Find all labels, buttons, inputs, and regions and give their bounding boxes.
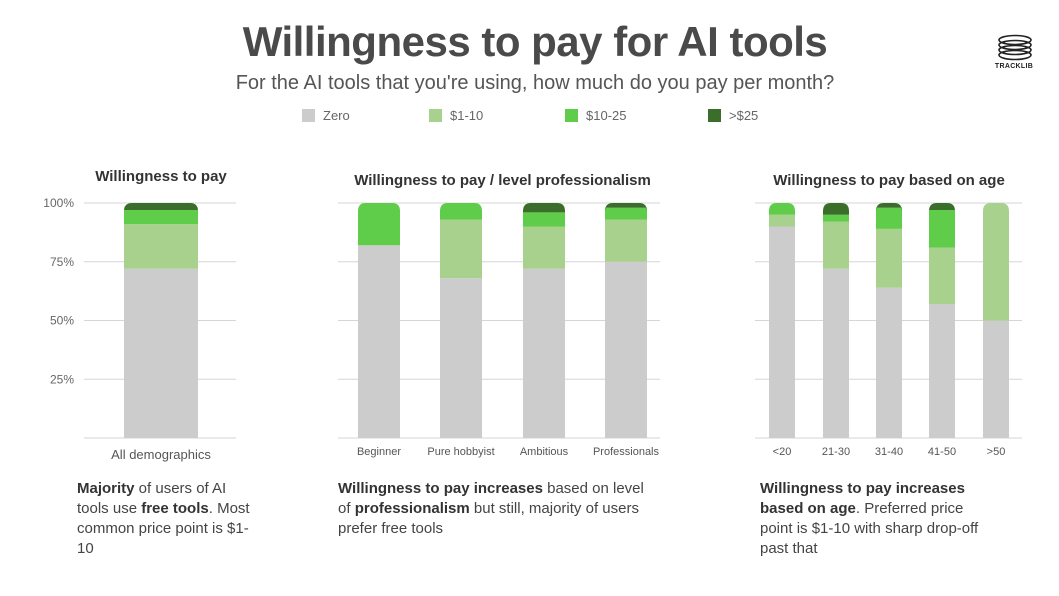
legend-swatch: [302, 109, 315, 122]
bar-segment-zero: [124, 268, 198, 438]
bar-segment-1025: [124, 210, 198, 225]
bar-segment-1025: [769, 203, 795, 215]
x-tick-label: >50: [987, 446, 1006, 458]
page-title: Willingness to pay for AI tools: [242, 18, 828, 65]
bar-segment-110: [605, 219, 647, 262]
legend-swatch: [708, 109, 721, 122]
bar-segment-25: [823, 203, 849, 215]
note-overall: Majority of users of AI tools use free t…: [77, 479, 257, 559]
bar-segment-25: [605, 203, 647, 211]
note-text: based on level of: [338, 480, 644, 517]
legend-swatch: [565, 109, 578, 122]
chart-title-overall: Willingness to pay: [95, 168, 227, 185]
x-tick-label: Professionals: [593, 446, 660, 458]
legend-label: $1-10: [450, 108, 484, 123]
legend-item-1-10: $1-10: [429, 108, 483, 123]
note-text: Majority: [77, 480, 135, 497]
note-text: . Most common price point is $1-10: [77, 500, 250, 557]
legend-label: $10-25: [586, 108, 627, 123]
legend-label: >$25: [729, 108, 759, 123]
note-text: free tools: [141, 500, 209, 517]
bar-segment-zero: [605, 261, 647, 438]
bar-segment-zero: [876, 287, 902, 438]
bar-segment-1025: [929, 210, 955, 248]
chart-title-age: Willingness to pay based on age: [773, 172, 1005, 189]
bar-segment-25: [876, 203, 902, 211]
x-tick-label: All demographics: [111, 447, 211, 462]
bar-segment-25: [929, 203, 955, 211]
y-tick-label: 50%: [50, 314, 74, 328]
note-text: Willingness to pay increases based on ag…: [760, 480, 965, 517]
note-text: of users of AI tools use: [77, 480, 227, 517]
y-tick-label: 25%: [50, 372, 74, 386]
x-tick-label: Ambitious: [520, 446, 569, 458]
legend-label: Zero: [323, 108, 350, 123]
x-tick-label: <20: [773, 446, 792, 458]
x-tick-label: 21-30: [822, 446, 850, 458]
bar-segment-zero: [769, 226, 795, 438]
bar-segment-zero: [823, 268, 849, 438]
bar-segment-110: [876, 228, 902, 288]
legend: Zero $1-10 $10-25 >$25: [0, 108, 1059, 128]
note-text: but still, majority of users prefer free…: [338, 500, 639, 537]
bar-segment-zero: [523, 268, 565, 438]
bar-segment-zero: [983, 320, 1009, 438]
bar-segment-zero: [929, 304, 955, 438]
x-tick-label: Pure hobbyist: [427, 446, 494, 458]
bar-segment-110: [823, 221, 849, 269]
bar-segment-1025: [523, 212, 565, 227]
legend-swatch: [429, 109, 442, 122]
x-tick-label: Beginner: [357, 446, 401, 458]
legend-item-zero: Zero: [302, 108, 350, 123]
bar-segment-1025: [440, 203, 482, 220]
bar-segment-1025: [823, 214, 849, 222]
legend-item-over-25: >$25: [708, 108, 758, 123]
bar-segment-zero: [358, 245, 400, 438]
note-text: Willingness to pay increases: [338, 480, 543, 497]
bar-segment-1025: [358, 203, 400, 246]
bar-segment-1025: [605, 207, 647, 220]
note-text: professionalism: [354, 500, 470, 517]
bar-segment-zero: [440, 278, 482, 438]
bar-segment-110: [124, 224, 198, 269]
bar-segment-1025: [876, 207, 902, 229]
bar-segment-25: [523, 203, 565, 213]
bar-segment-110: [929, 247, 955, 305]
legend-item-10-25: $10-25: [565, 108, 626, 123]
bar-segment-110: [769, 214, 795, 227]
note-professionalism: Willingness to pay increases based on le…: [338, 479, 658, 539]
logo-text: TRACKLIB: [994, 63, 1034, 70]
bar-segment-110: [523, 226, 565, 269]
bar-segment-110: [440, 219, 482, 279]
y-tick-label: 75%: [50, 255, 74, 269]
x-tick-label: 31-40: [875, 446, 903, 458]
chart-title-professionalism: Willingness to pay / level professionali…: [354, 172, 651, 189]
y-tick-label: 100%: [43, 196, 74, 210]
bar-segment-25: [124, 203, 198, 211]
bar-segment-110: [983, 203, 1009, 321]
page-subtitle: For the AI tools that you're using, how …: [235, 72, 835, 94]
tracklib-logo-icon: [998, 34, 1032, 61]
x-tick-label: 41-50: [928, 446, 956, 458]
note-age: Willingness to pay increases based on ag…: [760, 479, 1000, 559]
note-text: . Preferred price point is $1-10 with sh…: [760, 500, 979, 557]
